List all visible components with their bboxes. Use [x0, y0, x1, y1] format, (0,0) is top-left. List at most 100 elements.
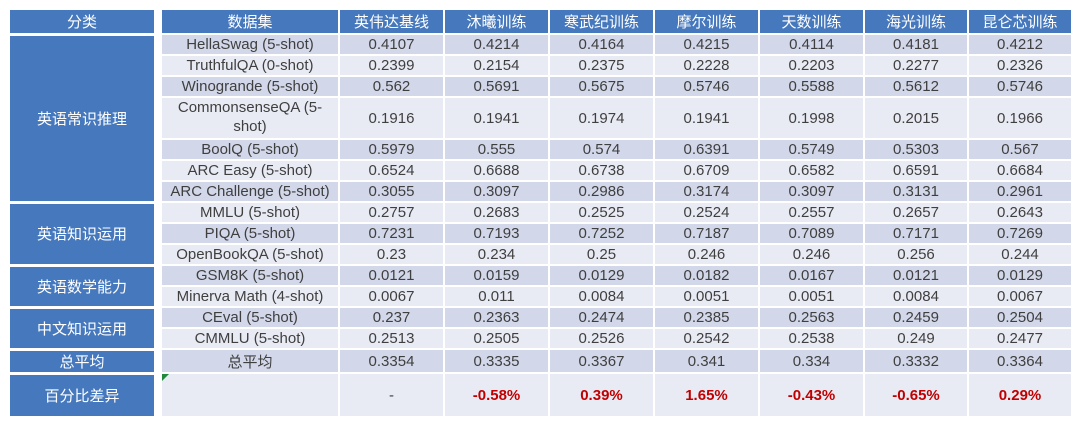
value-cell: 0.0067	[967, 285, 1073, 308]
table-row: CommonsenseQA (5-shot) 0.1916 0.1941 0.1974…	[9, 96, 1073, 140]
delta-value-cell: -0.65%	[863, 372, 969, 418]
value-cell: 0.5612	[863, 75, 969, 98]
column-header: 分类	[8, 8, 162, 35]
table-row: PIQA (5-shot) 0.7231 0.7193 0.7252 0.7187 0.7…	[9, 222, 1073, 245]
value-cell: 0.7231	[338, 222, 445, 245]
value-cell: 0.5588	[758, 75, 865, 98]
table-row: 总平均 总平均 0.3354 0.3335 0.3367 0.341 0.334 0.3332…	[8, 347, 1073, 375]
column-header: 寒武纪训练	[548, 8, 655, 35]
table-row: BoolQ (5-shot) 0.5979 0.555 0.574 0.6391 0.57…	[9, 138, 1073, 161]
value-cell: 0.2657	[863, 201, 969, 224]
dataset-cell: HellaSwag (5-shot)	[157, 33, 340, 56]
value-cell: 0.2399	[338, 54, 445, 77]
value-cell: 0.2504	[967, 306, 1073, 329]
dataset-label: PIQA (5-shot)	[204, 225, 296, 242]
benchmark-table: 分类 数据集 英伟达基线 沐曦训练 寒武纪训练 摩尔训练 天数训练 海光训练 昆仑芯训练 英语常…	[8, 8, 1073, 419]
value-cell: 0.256	[863, 243, 969, 266]
table-header-row: 分类 数据集 英伟达基线 沐曦训练 寒武纪训练 摩尔训练 天数训练 海光训练 昆仑芯训练	[8, 8, 1073, 35]
dataset-cell: Winogrande (5-shot)	[157, 75, 340, 98]
value-cell: 0.562	[338, 75, 445, 98]
table-row: CMMLU (5-shot) 0.2513 0.2505 0.2526 0.2542 0.…	[9, 327, 1073, 350]
value-cell: 0.2683	[443, 201, 550, 224]
dataset-label: Minerva Math (4-shot)	[176, 288, 324, 305]
value-cell: 0.2015	[863, 96, 969, 140]
value-cell: 0.0067	[338, 285, 445, 308]
dataset-cell: BoolQ (5-shot)	[157, 138, 340, 161]
delta-value-cell: 1.65%	[653, 372, 760, 418]
value-cell: 0.3335	[443, 348, 550, 374]
dataset-cell: 总平均	[157, 348, 340, 374]
value-cell: 0.2277	[863, 54, 969, 77]
value-cell: 0.2228	[653, 54, 760, 77]
excel-error-green-triangle-icon	[162, 375, 169, 381]
value-cell: 0.567	[967, 138, 1073, 161]
value-cell: 0.334	[758, 348, 865, 374]
delta-value-cell: 0.29%	[967, 372, 1073, 418]
value-cell: 0.3364	[967, 348, 1073, 374]
table-row: OpenBookQA (5-shot) 0.23 0.234 0.25 0.246 0.2…	[9, 243, 1073, 266]
table-row: Minerva Math (4-shot) 0.0067 0.011 0.0084 0.…	[9, 285, 1073, 308]
dataset-label: HellaSwag (5-shot)	[186, 36, 314, 53]
value-cell: 0.0159	[443, 264, 550, 287]
value-cell: 0.0167	[758, 264, 865, 287]
value-cell: 0.0121	[863, 264, 969, 287]
value-cell: 0.3131	[863, 180, 969, 203]
column-header: 海光训练	[863, 8, 969, 35]
dataset-label: MMLU (5-shot)	[199, 204, 300, 221]
value-cell: 0.7193	[443, 222, 550, 245]
category-cell: 中文知识运用	[8, 305, 162, 351]
value-cell: 0.4114	[758, 33, 865, 56]
value-cell: 0.2986	[548, 180, 655, 203]
dataset-cell: CEval (5-shot)	[157, 306, 340, 329]
value-cell: 0.4214	[443, 33, 550, 56]
value-cell: 0.6709	[653, 159, 760, 182]
value-cell: 0.6688	[443, 159, 550, 182]
value-cell: 0.6591	[863, 159, 969, 182]
value-cell: 0.2563	[758, 306, 865, 329]
value-cell: 0.1916	[338, 96, 445, 140]
value-cell: 0.574	[548, 138, 655, 161]
value-cell: 0.7187	[653, 222, 760, 245]
table-row: 英语常识推理 HellaSwag (5-shot) 0.4107 0.4214 0.41…	[8, 32, 1073, 204]
column-header: 沐曦训练	[443, 8, 550, 35]
value-cell: 0.7089	[758, 222, 865, 245]
dataset-label: ARC Challenge (5-shot)	[170, 183, 330, 200]
dataset-cell: OpenBookQA (5-shot)	[157, 243, 340, 266]
value-cell: 0.2459	[863, 306, 969, 329]
table-row: Winogrande (5-shot) 0.562 0.5691 0.5675 0.57…	[9, 75, 1073, 98]
dataset-label: OpenBookQA (5-shot)	[176, 246, 324, 263]
category-cell: 英语常识推理	[8, 32, 162, 204]
delta-value-cell: -0.58%	[443, 372, 550, 418]
value-cell: 0.0129	[967, 264, 1073, 287]
dataset-label: ARC Easy (5-shot)	[187, 162, 313, 179]
category-cell: 英语数学能力	[8, 263, 162, 309]
delta-value-cell: -0.43%	[758, 372, 865, 418]
value-cell: 0.0084	[863, 285, 969, 308]
value-cell: 0.3097	[758, 180, 865, 203]
column-header: 数据集	[157, 8, 340, 35]
value-cell: 0.3097	[443, 180, 550, 203]
column-header: 英伟达基线	[338, 8, 445, 35]
value-cell: 0.2474	[548, 306, 655, 329]
value-cell: 0.2326	[967, 54, 1073, 77]
value-cell: 0.4181	[863, 33, 969, 56]
value-cell: 0.246	[758, 243, 865, 266]
value-cell: 0.2542	[653, 327, 760, 350]
value-cell: 0.7171	[863, 222, 969, 245]
table-row: 百分比差异 - -0.58% 0.39% 1.65% -0.43% -0.65% 0.29%	[8, 371, 1073, 419]
delta-value-cell: 0.39%	[548, 372, 655, 418]
value-cell: 0.2526	[548, 327, 655, 350]
value-cell: -	[338, 372, 445, 418]
value-cell: 0.5746	[967, 75, 1073, 98]
value-cell: 0.6391	[653, 138, 760, 161]
value-cell: 0.0121	[338, 264, 445, 287]
value-cell: 0.0051	[653, 285, 760, 308]
dataset-cell: PIQA (5-shot)	[157, 222, 340, 245]
dataset-label: BoolQ (5-shot)	[201, 141, 299, 158]
value-cell: 0.011	[443, 285, 550, 308]
dataset-cell: MMLU (5-shot)	[157, 201, 340, 224]
value-cell: 0.7252	[548, 222, 655, 245]
value-cell: 0.4107	[338, 33, 445, 56]
value-cell: 0.5979	[338, 138, 445, 161]
